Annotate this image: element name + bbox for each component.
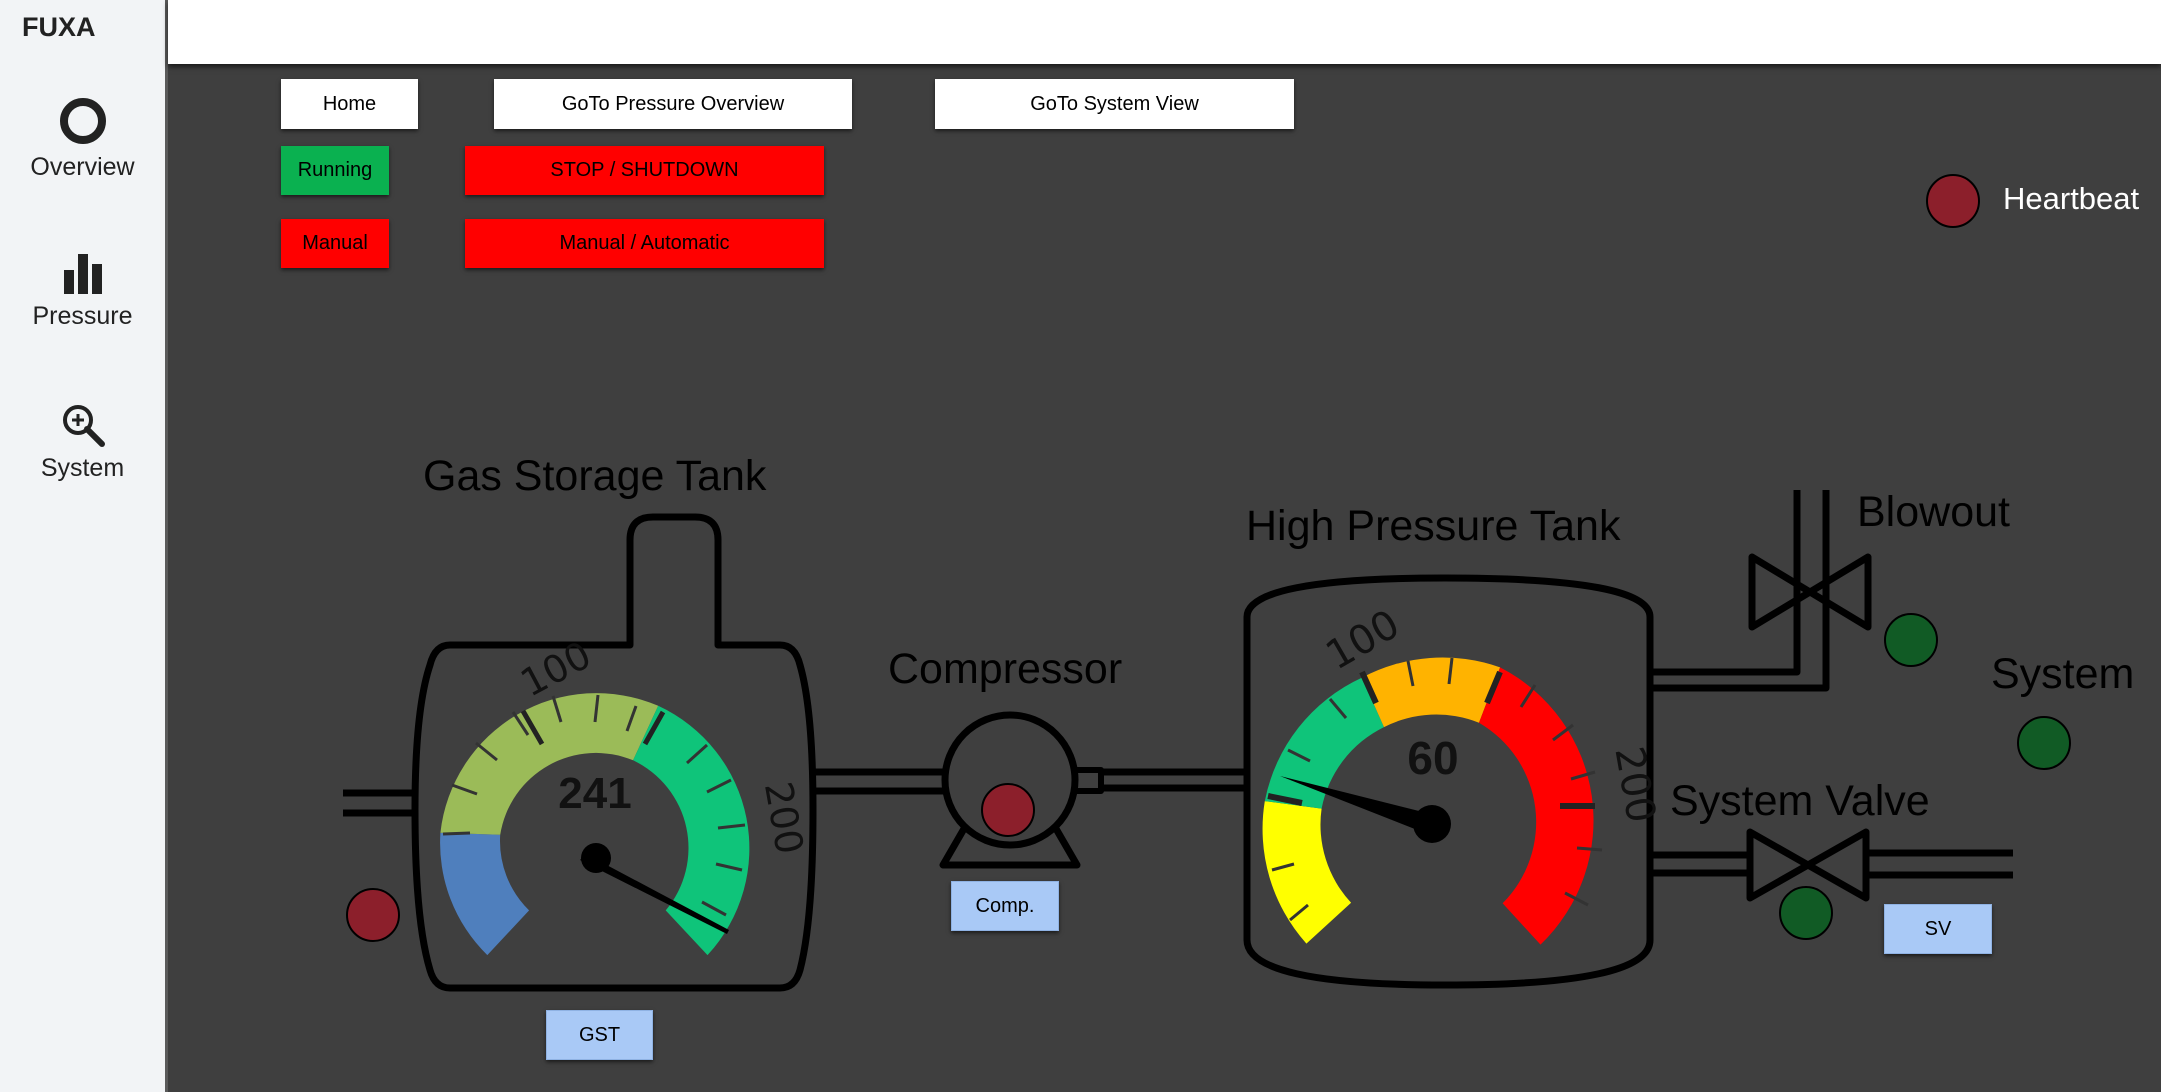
stop-shutdown-button[interactable]: STOP / SHUTDOWN <box>465 146 824 195</box>
system-valve-shape <box>1746 828 1870 902</box>
sidebar-item-system[interactable]: System <box>0 402 165 483</box>
high-pressure-gauge: 100 200 60 <box>1262 601 1664 945</box>
sidebar: FUXA Overview Pressure System <box>0 0 168 1092</box>
blowout-indicator <box>1884 613 1938 667</box>
pipe-tank-compressor <box>815 768 946 795</box>
inlet-pipe <box>343 789 413 817</box>
zoom-in-icon <box>62 405 105 447</box>
gst-button[interactable]: GST <box>546 1010 653 1060</box>
pipe-compressor-hp-tank <box>1100 768 1247 792</box>
blowout-valve-shape <box>1748 553 1872 631</box>
sidebar-item-label: Pressure <box>32 302 133 330</box>
sidebar-item-label: Overview <box>30 153 135 181</box>
high-pressure-gauge-value: 60 <box>1407 732 1458 784</box>
compressor-button[interactable]: Comp. <box>951 881 1059 931</box>
gas-storage-tank-shape <box>411 513 817 992</box>
bar-chart-icon <box>63 254 102 294</box>
top-bar <box>168 0 2161 64</box>
sidebar-item-pressure[interactable]: Pressure <box>0 250 165 331</box>
gas-storage-gauge-value: 241 <box>558 769 631 818</box>
system-indicator <box>2017 716 2071 770</box>
manual-automatic-button[interactable]: Manual / Automatic <box>465 219 824 268</box>
manual-status-button[interactable]: Manual <box>281 219 389 268</box>
blowout-pipe <box>1650 490 1830 692</box>
compressor-shape <box>939 711 1104 869</box>
gas-storage-tank-label: Gas Storage Tank <box>423 452 767 500</box>
gas-storage-gauge: 100 200 241 <box>440 633 812 956</box>
running-status-button[interactable]: Running <box>281 146 389 195</box>
app-title: FUXA <box>22 12 96 42</box>
high-pressure-tank-shape <box>1243 574 1654 989</box>
gas-storage-indicator <box>346 888 400 942</box>
system-valve-label: System Valve <box>1670 777 1930 825</box>
gas-storage-gauge-tick-200: 200 <box>756 778 812 857</box>
goto-pressure-overview-button[interactable]: GoTo Pressure Overview <box>494 79 852 129</box>
high-pressure-tank-label: High Pressure Tank <box>1246 502 1621 550</box>
system-valve-indicator <box>1779 886 1833 940</box>
home-button[interactable]: Home <box>281 79 418 129</box>
gas-storage-gauge-ticks <box>442 694 746 917</box>
system-valve-pipe <box>1650 849 2013 879</box>
heartbeat-label: Heartbeat <box>2003 181 2140 216</box>
sidebar-item-overview[interactable]: Overview <box>0 95 165 182</box>
system-label: System <box>1991 650 2135 698</box>
high-pressure-gauge-tick-200: 200 <box>1605 743 1664 826</box>
sidebar-item-label: System <box>40 454 125 482</box>
goto-system-view-button[interactable]: GoTo System View <box>935 79 1294 129</box>
circle-icon <box>59 98 106 144</box>
system-valve-button[interactable]: SV <box>1884 904 1992 954</box>
compressor-indicator <box>981 783 1035 837</box>
heartbeat-indicator <box>1926 174 1980 228</box>
compressor-label: Compressor <box>888 645 1123 693</box>
blowout-label: Blowout <box>1857 488 2010 536</box>
high-pressure-gauge-ticks <box>1271 657 1603 922</box>
